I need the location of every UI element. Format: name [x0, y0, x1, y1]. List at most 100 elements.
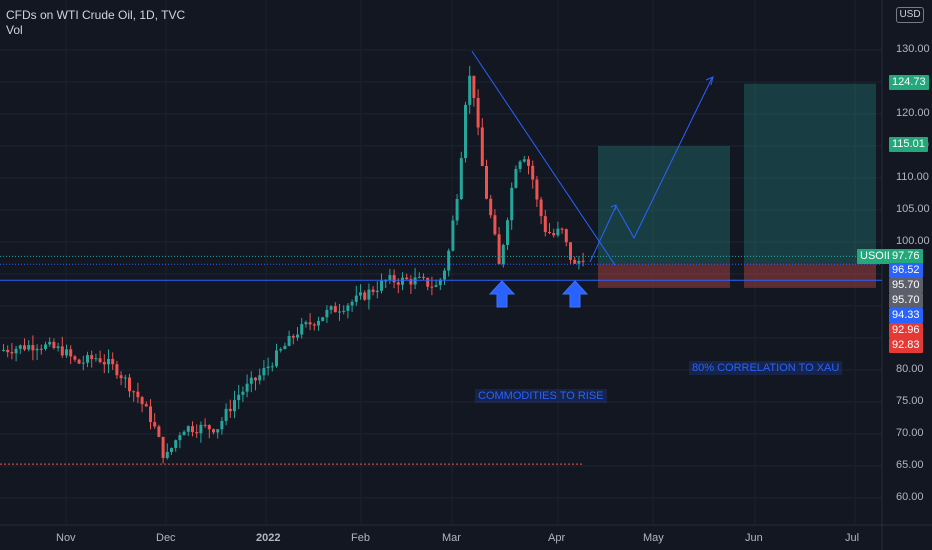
candle-body [363, 292, 367, 300]
loss-zone-2 [744, 264, 876, 288]
candle-body [497, 234, 501, 265]
candle-body [56, 346, 60, 348]
candle-body [73, 356, 77, 360]
candle-body [346, 305, 350, 311]
symbol-name-tag: USOIL [857, 249, 897, 264]
candle-body [18, 345, 22, 349]
candle-body [531, 165, 535, 180]
candle-body [518, 161, 522, 169]
candle-body [241, 391, 245, 395]
correlation-annotation[interactable]: 80% CORRELATION TO XAU [689, 361, 843, 375]
target-mid-tag: 115.01 [889, 137, 928, 152]
price-tick-label: 65.00 [896, 459, 924, 471]
candle-body [144, 404, 148, 407]
candle-body [212, 429, 215, 433]
symbol-title[interactable]: CFDs on WTI Crude Oil, 1D, TVC [6, 8, 186, 22]
candle-body [522, 159, 526, 162]
candle-body [245, 383, 249, 392]
candle-body [367, 289, 371, 300]
candle-body [535, 179, 539, 200]
candle-body [447, 250, 451, 271]
candle-body [287, 335, 291, 346]
candle-body [258, 375, 262, 381]
candle-body [39, 348, 43, 350]
candle-body [489, 198, 493, 216]
candle-body [556, 228, 560, 236]
candle-body [300, 324, 304, 335]
candle-body [459, 158, 463, 200]
candle-body [371, 289, 375, 293]
time-tick-label: Apr [548, 532, 566, 544]
candle-body [396, 282, 400, 285]
projection-arrowhead-2 [705, 76, 714, 86]
candle-body [413, 277, 417, 285]
time-tick-label: 2022 [256, 532, 281, 544]
candle-body [392, 275, 396, 283]
candle-body [186, 426, 190, 432]
candle-body [464, 104, 467, 159]
time-tick-label: Mar [442, 532, 461, 544]
candle-body [581, 260, 585, 262]
time-tick-label: May [643, 532, 664, 544]
profit-zone-1 [598, 145, 730, 265]
commodities-annotation[interactable]: COMMODITIES TO RISE [475, 389, 607, 403]
projection-path [589, 77, 713, 263]
candle-body [165, 452, 169, 458]
candle-body [560, 228, 564, 230]
price-tick-label: 75.00 [896, 395, 924, 407]
candle-body [308, 322, 312, 325]
candle-body [170, 447, 173, 453]
candle-body [52, 341, 56, 348]
candle-body [228, 408, 232, 412]
candle-body [207, 425, 211, 430]
candle-body [510, 187, 514, 221]
candle-body [283, 345, 287, 350]
candle-body [451, 220, 455, 251]
stop-1-tag: 92.96 [889, 323, 923, 338]
candle-body [514, 168, 518, 188]
candle-body [438, 279, 442, 286]
candle-body [6, 349, 10, 353]
last-price-tag: 97.76 [889, 249, 923, 264]
price-tick-label: 130.00 [896, 43, 930, 55]
candle-body [493, 215, 497, 235]
candle-body [132, 391, 136, 393]
candle-body [178, 435, 182, 441]
candle-body [527, 159, 530, 166]
candle-body [485, 165, 488, 199]
candle-body [543, 216, 547, 233]
candle-body [237, 394, 241, 401]
candle-body [291, 335, 295, 338]
candle-body [539, 199, 543, 217]
candle-body [102, 362, 106, 365]
currency-button[interactable]: USD [896, 7, 924, 23]
candle-body [65, 349, 68, 356]
candle-body [279, 349, 283, 351]
candle-body [249, 377, 253, 384]
stop-2-tag: 92.83 [889, 338, 923, 353]
candle-body [422, 276, 425, 278]
candle-body [153, 422, 157, 427]
candle-body [317, 320, 320, 326]
candle-body [275, 350, 278, 367]
candle-body [501, 244, 505, 265]
candle-body [426, 277, 430, 287]
candle-body [174, 440, 178, 448]
candle-body [90, 355, 94, 360]
candle-body [216, 429, 220, 433]
time-tick-label: Feb [351, 532, 370, 544]
arrow-up-icon [561, 280, 589, 308]
time-tick-label: Dec [156, 532, 176, 544]
candle-body [220, 420, 224, 430]
level-2-tag: 95.70 [889, 278, 923, 293]
volume-label[interactable]: Vol [6, 23, 23, 37]
candle-body [325, 309, 329, 318]
time-tick-label: Jun [745, 532, 763, 544]
candle-body [296, 334, 299, 338]
level-1-tag: 96.52 [889, 263, 923, 278]
time-tick-label: Jul [845, 532, 860, 544]
price-tick-label: 70.00 [896, 427, 924, 439]
candle-body [123, 377, 127, 379]
